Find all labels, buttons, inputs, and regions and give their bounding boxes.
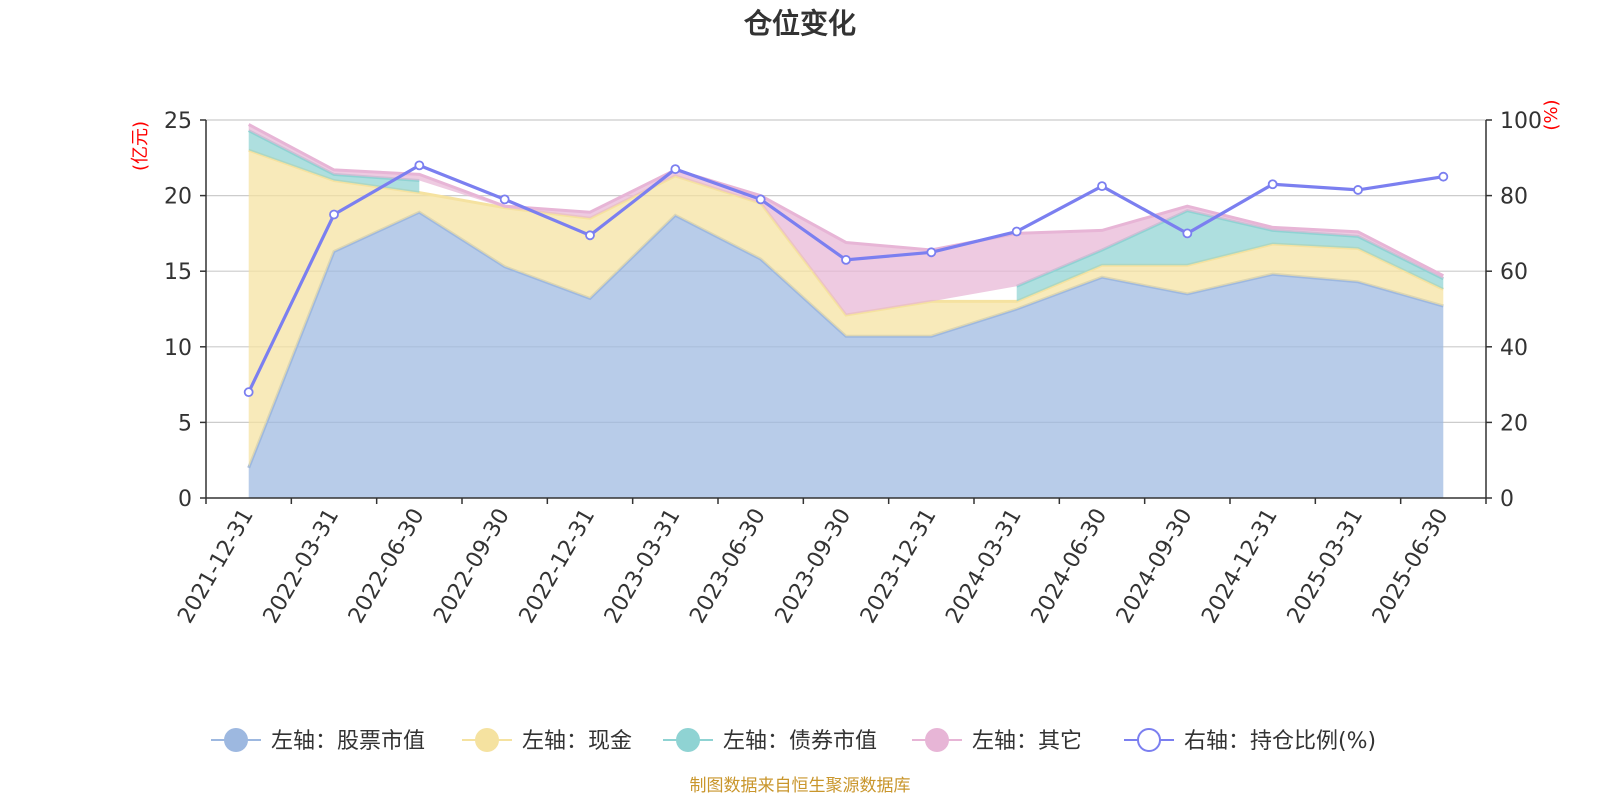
area-fill xyxy=(1016,210,1444,302)
right-axis-tick-label: 60 xyxy=(1500,260,1528,285)
legend-item[interactable]: 左轴：债券市值 xyxy=(663,728,877,754)
right-axis-tick-label: 100 xyxy=(1500,109,1542,134)
ratio-point xyxy=(670,164,681,175)
chart-title: 仓位变化 xyxy=(744,7,856,40)
legend-marker xyxy=(1137,728,1161,752)
data-source-note: 制图数据来自恒生聚源数据库 xyxy=(690,776,911,796)
area-fill xyxy=(248,124,1444,315)
line-series xyxy=(243,160,1449,398)
x-axis-tick-label: 2024-06-30 xyxy=(1027,505,1113,628)
legend[interactable]: 左轴：股票市值 左轴：现金 左轴：债券市值 左轴：其它 右轴：持仓比例(%) xyxy=(211,728,1376,754)
ratio-point xyxy=(329,209,339,220)
ratio-point xyxy=(1438,171,1449,182)
ratio-point xyxy=(1267,179,1278,190)
ratio-point xyxy=(841,254,851,265)
left-axis-tick-label: 5 xyxy=(178,411,192,436)
legend-label: 右轴：持仓比例(%) xyxy=(1184,729,1376,754)
right-axis-tick-label: 80 xyxy=(1500,185,1528,210)
legend-marker xyxy=(676,728,700,752)
x-axis-tick-label: 2021-12-31 xyxy=(173,505,259,628)
legend-marker xyxy=(224,728,248,752)
ratio-point xyxy=(414,160,425,171)
legend-label: 左轴：现金 xyxy=(522,729,632,754)
x-axis-tick-label: 2024-03-31 xyxy=(941,505,1027,628)
legend-marker xyxy=(475,728,499,752)
x-axis-tick-label: 2023-12-31 xyxy=(856,504,942,627)
x-axis-tick-label: 2025-03-31 xyxy=(1283,505,1369,628)
legend-item[interactable]: 左轴：现金 xyxy=(462,728,632,754)
area-fill xyxy=(248,130,420,193)
ratio-point xyxy=(755,194,766,205)
x-axis-tick-label: 2023-06-30 xyxy=(685,505,771,628)
ratio-point xyxy=(1011,226,1022,237)
x-axis-tick-label: 2022-03-31 xyxy=(259,505,345,628)
ratio-point xyxy=(1182,228,1193,239)
x-axis-tick-label: 2025-06-30 xyxy=(1368,505,1454,628)
legend-item[interactable]: 左轴：股票市值 xyxy=(211,728,425,754)
legend-label: 左轴：其它 xyxy=(972,729,1082,754)
ratio-point xyxy=(585,230,595,241)
legend-item[interactable]: 右轴：持仓比例(%) xyxy=(1124,728,1376,754)
left-axis-tick-label: 0 xyxy=(178,487,192,512)
left-axis-tick-label: 20 xyxy=(164,185,192,210)
ratio-point xyxy=(1353,185,1363,195)
right-axis-tick-label: 0 xyxy=(1500,487,1514,512)
left-axis-unit: (亿元) xyxy=(130,121,151,171)
ratio-point xyxy=(499,194,510,205)
left-axis-tick-label: 15 xyxy=(164,260,192,285)
legend-marker xyxy=(925,728,949,752)
x-axis-tick-label: 2024-12-31 xyxy=(1197,505,1283,628)
area-edge-line xyxy=(247,123,1444,278)
right-axis-unit: (%) xyxy=(1541,99,1562,130)
area-fill xyxy=(248,150,1444,468)
x-axis-tick-label: 2023-03-31 xyxy=(600,505,686,628)
left-axis-tick-label: 10 xyxy=(164,336,192,361)
left-axis-tick-label: 25 xyxy=(164,109,192,134)
x-axis-tick-label: 2023-09-30 xyxy=(771,505,857,628)
ratio-point xyxy=(926,247,937,258)
right-axis-tick-label: 20 xyxy=(1500,411,1528,436)
area-series xyxy=(247,123,1444,498)
ratio-point xyxy=(243,387,254,398)
right-axis-tick-label: 40 xyxy=(1500,336,1528,361)
x-axis-tick-label: 2022-09-30 xyxy=(429,504,515,627)
x-axis-tick-label: 2024-09-30 xyxy=(1112,505,1198,628)
x-axis-tick-label: 2022-12-31 xyxy=(515,505,601,628)
legend-label: 左轴：债券市值 xyxy=(723,729,877,754)
legend-item[interactable]: 左轴：其它 xyxy=(912,728,1082,754)
ratio-point xyxy=(1097,181,1107,192)
legend-label: 左轴：股票市值 xyxy=(271,729,425,754)
x-axis-tick-label: 2022-06-30 xyxy=(344,505,430,628)
